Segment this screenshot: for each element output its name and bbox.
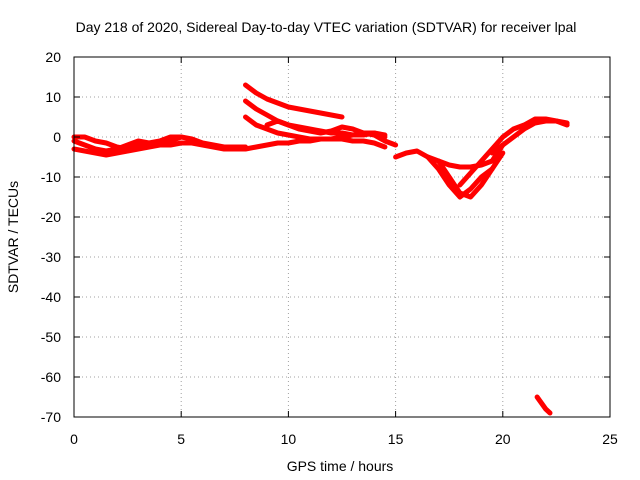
x-tick-label: 0: [70, 431, 78, 447]
y-tick-label: -50: [41, 329, 61, 345]
series-trace-4: [243, 82, 345, 120]
grid: [74, 57, 610, 417]
series-trace-7: [264, 118, 399, 148]
y-tick-label: 0: [53, 129, 61, 145]
y-tick-label: -60: [41, 369, 61, 385]
y-tick-label: -70: [41, 409, 61, 425]
y-tick-label: -20: [41, 209, 61, 225]
y-tick-label: -30: [41, 249, 61, 265]
chart-title: Day 218 of 2020, Sidereal Day-to-day VTE…: [76, 19, 577, 35]
y-tick-label: -40: [41, 289, 61, 305]
data-traces: [71, 82, 570, 416]
series-trace-11: [457, 116, 570, 188]
y-tick-label: 20: [45, 49, 61, 65]
y-tick-label: 10: [45, 89, 61, 105]
series-trace-3: [71, 134, 184, 152]
y-tick-label: -10: [41, 169, 61, 185]
y-axis-title: SDTVAR / TECUs: [5, 181, 21, 293]
series-trace-8: [393, 142, 506, 170]
series-trace-12: [489, 118, 570, 156]
tick-labels: 0 5 10 15 20 25 20 10 0 -10 -20 -30 -40 -50 -60 -70: [41, 49, 618, 447]
series-trace-13: [534, 394, 553, 416]
x-tick-label: 5: [177, 431, 185, 447]
series-trace-10: [436, 150, 506, 200]
x-axis-title: GPS time / hours: [287, 458, 394, 474]
x-tick-label: 10: [281, 431, 297, 447]
series-trace-9: [425, 154, 495, 200]
x-tick-label: 20: [495, 431, 511, 447]
x-tick-label: 25: [602, 431, 618, 447]
plot-frame: [73, 56, 611, 418]
axis-ticks: [73, 56, 611, 418]
x-tick-label: 15: [388, 431, 404, 447]
